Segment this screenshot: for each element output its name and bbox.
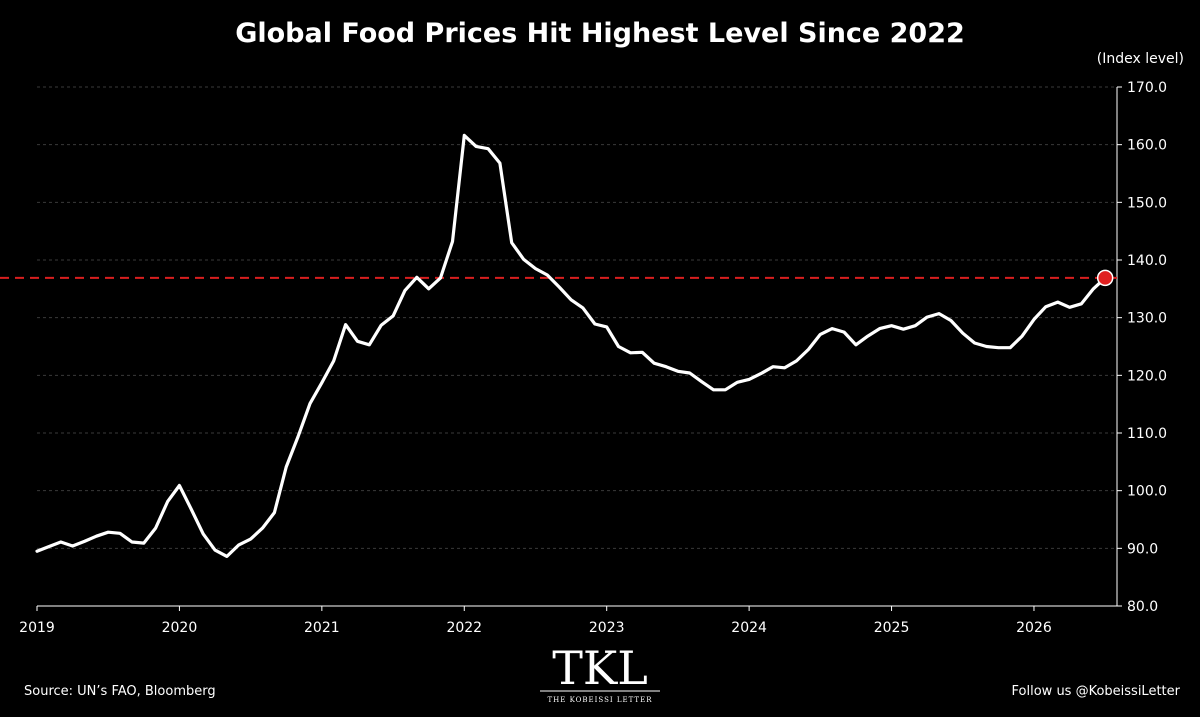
x-tick-label: 2025: [874, 620, 910, 636]
source-note: Source: UN’s FAO, Bloomberg: [24, 684, 216, 699]
series-line-food-price-index: [35, 133, 1107, 558]
x-tick-label: 2024: [731, 620, 767, 636]
y-tick-label: 100.0: [1127, 484, 1167, 500]
x-tick-label: 2019: [19, 620, 55, 636]
y-tick-label: 90.0: [1127, 541, 1158, 557]
y-tick-label: 110.0: [1127, 426, 1167, 442]
y-tick-label: 130.0: [1127, 311, 1167, 327]
logo-mark: TKL: [552, 641, 648, 695]
x-tick-label: 2021: [304, 620, 340, 636]
brand-logo: TKL THE KOBEISSI LETTER: [540, 641, 660, 704]
chart-title: Global Food Prices Hit Highest Level Sin…: [235, 18, 965, 49]
x-axis-ticks: 2019 2020 2021 2022 2023 2024 2025 2026: [19, 606, 1052, 636]
y-tick-label: 80.0: [1127, 599, 1158, 615]
follow-note: Follow us @KobeissiLetter: [1012, 684, 1181, 699]
y-axis-ticks: 80.0 90.0 100.0 110.0 120.0 130.0 140.0 150.0 16…: [1117, 80, 1167, 615]
y-tick-label: 150.0: [1127, 195, 1167, 211]
x-tick-label: 2023: [589, 620, 625, 636]
x-tick-label: 2026: [1016, 620, 1052, 636]
y-tick-label: 170.0: [1127, 80, 1167, 96]
x-tick-label: 2020: [162, 620, 198, 636]
latest-value-marker: [1096, 269, 1114, 287]
y-tick-label: 160.0: [1127, 138, 1167, 154]
y-tick-label: 140.0: [1127, 253, 1167, 269]
x-tick-label: 2022: [446, 620, 482, 636]
logo-tagline: THE KOBEISSI LETTER: [548, 696, 653, 704]
y-tick-label: 120.0: [1127, 368, 1167, 384]
grid-lines: [37, 86, 1117, 549]
y-axis-unit-label: (Index level): [1097, 51, 1184, 67]
